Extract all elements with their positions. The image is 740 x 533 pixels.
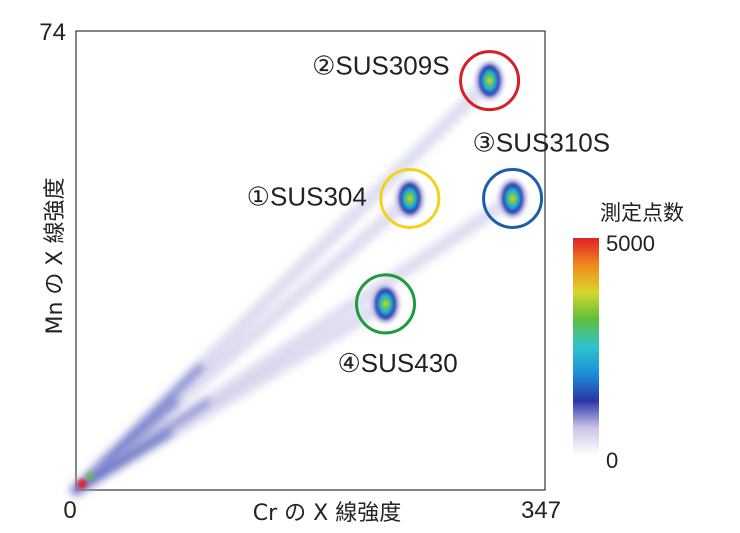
cluster-density [383,300,389,308]
cluster-label: ④SUS430 [338,348,458,378]
x-tick-min: 0 [63,497,76,524]
cluster-ring [459,50,521,112]
cluster-blobs [77,60,528,489]
cluster-density [510,194,516,202]
cluster-ring [379,167,441,229]
cluster-ring [482,167,544,229]
cluster-density [487,77,493,85]
origin-density [86,472,94,480]
colorbar-title: 測定点数 [600,201,684,225]
y-axis-title: Mn の X 線強度 [43,178,68,335]
cluster-circles [355,50,544,335]
colorbar-max-label: 5000 [606,231,655,256]
colorbar-min-label: 0 [606,448,618,473]
y-tick-max: 74 [39,19,66,46]
cluster-label: ③SUS310S [473,127,611,157]
x-axis-title: Cr の X 線強度 [253,501,401,526]
cluster-density [407,194,413,202]
cluster-label: ②SUS309S [312,51,450,81]
cluster-labels: ①SUS304 ②SUS309S ③SUS310S ④SUS430 [247,51,610,378]
density-streak-core [72,430,173,494]
colorbar [573,238,599,455]
x-tick-max: 347 [521,497,561,524]
cluster-ring [355,273,417,335]
origin-density [77,479,87,489]
cluster-label: ①SUS304 [247,181,367,211]
